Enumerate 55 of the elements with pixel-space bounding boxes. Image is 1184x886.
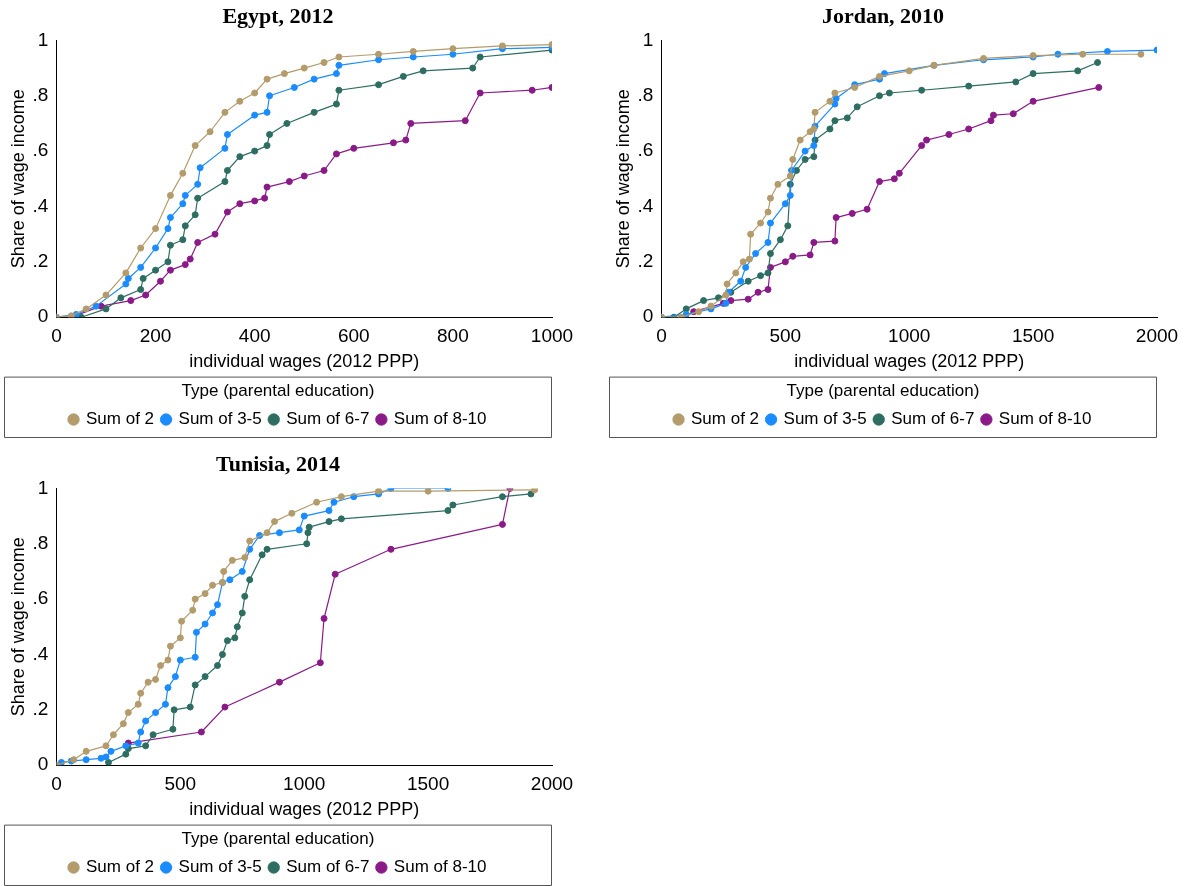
y-tick-label: .6 [637,139,654,161]
x-tick-label: 2000 [530,772,574,794]
x-tick-label: 400 [238,324,271,346]
x-tick-label: 1500 [406,772,450,794]
legend-title: Type (parental education) [181,828,375,848]
legend-title: Type (parental education) [786,380,980,400]
legend-title: Type (parental education) [181,380,375,400]
legend-label: Sum of 2 [86,409,155,429]
y-tick-label: 1 [642,28,654,50]
legend-label: Sum of 8-10 [998,409,1092,429]
x-tick-label: 2000 [1135,324,1179,346]
y-axis-title: Share of wage income [612,89,633,269]
legend-label: Sum of 8-10 [393,857,487,877]
x-tick-label: 600 [337,324,370,346]
x-tick-label: 1000 [530,324,574,346]
x-axis-title: individual wages (2012 PPP) [189,350,420,371]
legend-label: Sum of 8-10 [393,409,487,429]
legend-label: Sum of 3-5 [178,409,262,429]
legend-label: Sum of 6-7 [286,857,370,877]
y-tick-label: .6 [32,139,49,161]
y-tick-label: 0 [37,753,49,775]
x-tick-label: 1000 [888,324,931,346]
x-tick-label: 1500 [1011,324,1055,346]
y-axis-title: Share of wage income [7,89,28,269]
x-tick-label: 500 [164,772,197,794]
legend-label: Sum of 3-5 [783,409,867,429]
y-tick-label: .4 [32,642,49,664]
legend-label: Sum of 6-7 [891,409,975,429]
chart-title: Jordan, 2010 [821,2,945,28]
y-tick-label: .2 [32,250,49,272]
y-tick-label: .8 [32,83,49,105]
legend-label: Sum of 2 [86,857,155,877]
y-axis-title: Share of wage income [7,537,28,717]
chart-title: Tunisia, 2014 [216,450,340,476]
y-tick-label: .2 [32,698,49,720]
legend-label: Sum of 2 [691,409,760,429]
y-tick-label: .4 [637,194,654,216]
x-tick-label: 500 [769,324,802,346]
y-tick-label: .2 [637,250,654,272]
x-tick-label: 1000 [283,772,326,794]
chart-title: Egypt, 2012 [222,2,334,28]
y-tick-label: .4 [32,194,49,216]
y-tick-label: 1 [37,476,49,498]
y-tick-label: .8 [637,83,654,105]
y-tick-label: .8 [32,531,49,553]
y-tick-label: .6 [32,587,49,609]
x-axis-title: individual wages (2012 PPP) [794,350,1025,371]
legend-label: Sum of 6-7 [286,409,370,429]
x-tick-label: 200 [139,324,172,346]
y-tick-label: 0 [37,305,49,327]
legend-label: Sum of 3-5 [178,857,262,877]
y-tick-label: 0 [642,305,654,327]
x-axis-title: individual wages (2012 PPP) [189,798,420,819]
x-tick-label: 800 [437,324,469,346]
y-tick-label: 1 [37,28,49,50]
